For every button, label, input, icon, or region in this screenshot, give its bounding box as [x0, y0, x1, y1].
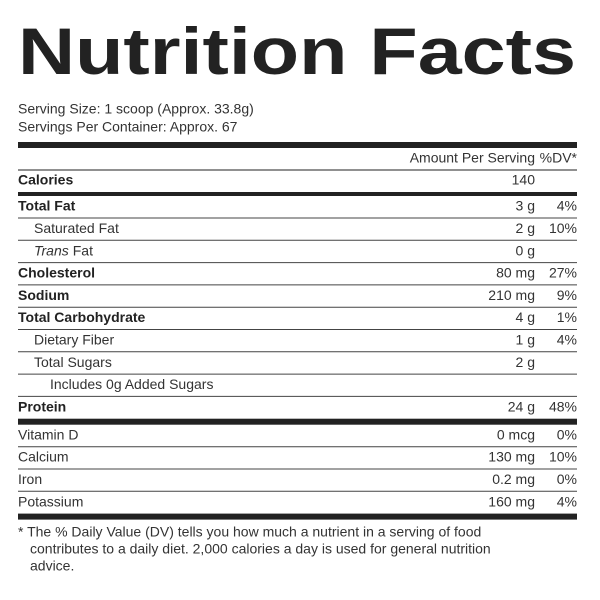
daily-value: 0% — [557, 471, 577, 487]
nutrient-name-italic: Trans — [34, 242, 69, 258]
nutrient-name-rest: Fat — [73, 242, 93, 258]
nutrient-name: Protein — [18, 398, 66, 414]
thick-rule — [18, 192, 577, 196]
amount: 2 g — [516, 354, 535, 370]
nutrient-name: Saturated Fat — [34, 220, 119, 236]
amount-header: Amount Per Serving — [410, 150, 535, 166]
nutrient-name: Total Sugars — [34, 354, 112, 370]
amount: 160 mg — [488, 493, 535, 509]
nutrient-name: Calories — [18, 172, 73, 188]
footnote: contributes to a daily diet. 2,000 calor… — [30, 540, 491, 556]
amount: 130 mg — [488, 449, 535, 465]
nutrient-name: Total Carbohydrate — [18, 309, 146, 325]
nutrient-name: Sodium — [18, 287, 69, 303]
title: Nutrition Facts — [18, 14, 576, 88]
nutrient-name: Calcium — [18, 449, 69, 465]
thick-rule — [18, 418, 577, 425]
nutrient-name: Potassium — [18, 493, 83, 509]
amount: 0 g — [516, 242, 535, 258]
daily-value: 9% — [557, 287, 577, 303]
footnote: * The % Daily Value (DV) tells you how m… — [18, 523, 481, 539]
dv-header: %DV* — [540, 150, 578, 166]
daily-value: 1% — [557, 309, 577, 325]
daily-value: 4% — [557, 332, 577, 348]
nutrient-name: Includes 0g Added Sugars — [50, 376, 213, 392]
nutrient-name: Iron — [18, 471, 42, 487]
footnote: advice. — [30, 557, 74, 573]
amount: 4 g — [516, 309, 535, 325]
daily-value: 27% — [549, 265, 577, 281]
amount: 24 g — [508, 398, 535, 414]
thick-rule — [18, 142, 577, 148]
servings-per-container: Servings Per Container: Approx. 67 — [18, 119, 238, 135]
daily-value: 10% — [549, 220, 577, 236]
thick-rule — [18, 513, 577, 520]
nutrient-name: Trans Fat — [34, 242, 93, 258]
amount: 2 g — [516, 220, 535, 236]
nutrient-name: Cholesterol — [18, 265, 95, 281]
nutrient-name: Dietary Fiber — [34, 332, 114, 348]
amount: 3 g — [516, 198, 535, 214]
amount: 0.2 mg — [492, 471, 535, 487]
daily-value: 4% — [557, 493, 577, 509]
daily-value: 48% — [549, 398, 577, 414]
amount: 80 mg — [496, 265, 535, 281]
nutrient-name: Total Fat — [18, 198, 76, 214]
amount: 210 mg — [488, 287, 535, 303]
daily-value: 0% — [557, 426, 577, 442]
nutrient-name: Vitamin D — [18, 426, 78, 442]
amount: 0 mcg — [497, 426, 535, 442]
daily-value: 10% — [549, 449, 577, 465]
amount: 140 — [512, 172, 536, 188]
amount: 1 g — [516, 332, 535, 348]
serving-size: Serving Size: 1 scoop (Approx. 33.8g) — [18, 101, 254, 117]
daily-value: 4% — [557, 198, 577, 214]
